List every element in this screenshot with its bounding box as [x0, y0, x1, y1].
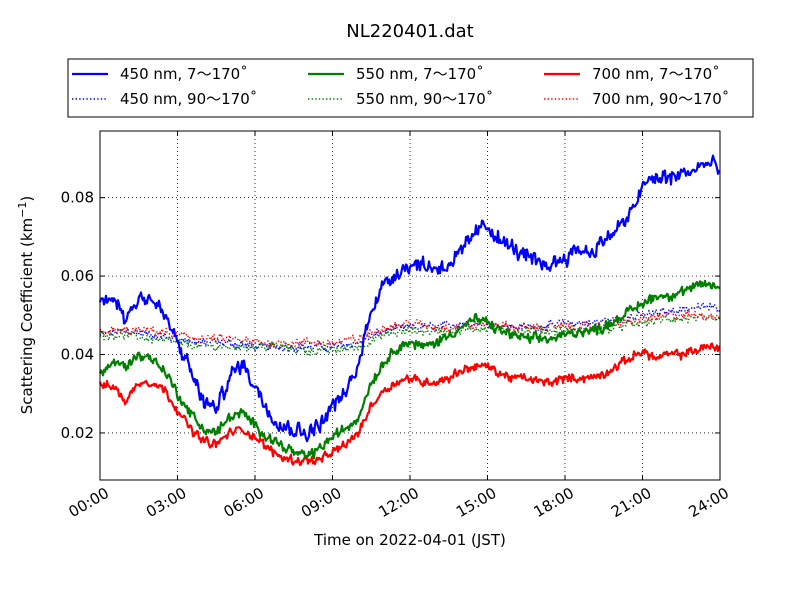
series-line-2 [98, 279, 721, 460]
x-tick-label: 09:00 [298, 484, 344, 521]
y-tick-label: 0.08 [61, 189, 94, 207]
y-axis-label-close: ) [18, 196, 36, 202]
chart-title: NL220401.dat [346, 21, 473, 42]
legend-label-4: 700 nm, 7～170˚ [592, 65, 720, 83]
series-line-3 [99, 313, 721, 356]
legend-label-2: 550 nm, 7～170˚ [356, 65, 484, 83]
series-line-4 [98, 342, 721, 467]
x-tick-label: 12:00 [376, 484, 422, 521]
x-tick-label: 18:00 [531, 484, 577, 521]
y-axis-label-main: Scattering Coefficient (km [18, 218, 36, 414]
series-line-0 [98, 154, 721, 443]
y-tick-label: 0.04 [61, 346, 94, 364]
legend-label-0: 450 nm, 7～170˚ [120, 65, 248, 83]
y-tick-label: 0.06 [61, 267, 94, 285]
legend-label-3: 550 nm, 90～170˚ [356, 90, 493, 108]
x-tick-label: 24:00 [686, 484, 732, 521]
x-axis-label: Time on 2022-04-01 (JST) [313, 531, 506, 549]
legend-label-1: 450 nm, 90～170˚ [120, 90, 257, 108]
x-tick-label: 15:00 [453, 484, 499, 521]
x-tick-label: 21:00 [608, 484, 654, 521]
x-tick-label: 06:00 [221, 484, 267, 521]
series-line-5 [99, 310, 721, 348]
x-tick-label: 00:00 [66, 484, 112, 521]
legend: 450 nm, 7～170˚ 450 nm, 90～170˚ 550 nm, 7～1… [67, 58, 754, 118]
y-axis-label-sup: −1 [16, 202, 29, 218]
grid [100, 131, 720, 480]
y-axis-label: Scattering Coefficient (km−1) [16, 196, 36, 415]
legend-frame [67, 58, 754, 118]
legend-label-5: 700 nm, 90～170˚ [592, 90, 729, 108]
x-tick-label: 03:00 [143, 484, 189, 521]
series-layer [98, 154, 721, 467]
y-tick-label: 0.02 [61, 424, 94, 442]
